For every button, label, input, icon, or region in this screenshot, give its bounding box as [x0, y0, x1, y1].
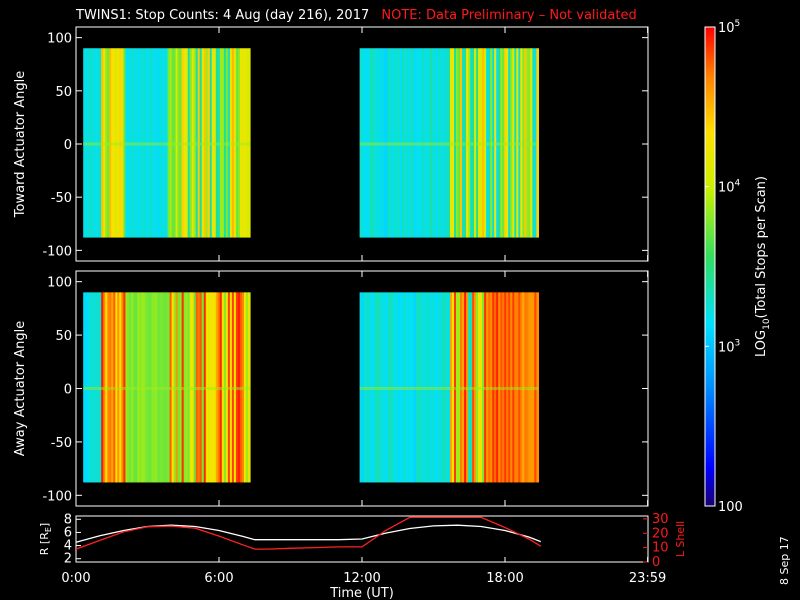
- away-ytick-label: -100: [42, 489, 72, 504]
- colorbar: 100 103 104 105 LOG10(Total Stops per Scan): [704, 19, 772, 515]
- time-axis-label: Time (UT): [329, 586, 394, 600]
- away-actuator-panel: 100 50 0 -50 -100 Away Actuator Angle: [13, 270, 649, 507]
- orbit-left-tick-label: 6: [64, 525, 72, 540]
- orbit-left-tick-label: 8: [64, 512, 72, 527]
- time-tick-label: 6:00: [204, 571, 233, 586]
- toward-ytick-label: -50: [51, 191, 72, 206]
- orbit-right-label: L Shell: [674, 521, 687, 557]
- colorbar-tick-label: 103: [718, 338, 740, 355]
- figure-title: TWINS1: Stop Counts: 4 Aug (day 216), 20…: [76, 8, 370, 23]
- orbit-right-tick-label: 20: [652, 526, 669, 541]
- away-ytick-label: 50: [55, 329, 72, 344]
- away-ylabel: Away Actuator Angle: [13, 321, 28, 456]
- preliminary-note: NOTE: Data Preliminary – Not validated: [381, 8, 637, 23]
- colorbar-tick-label: 100: [718, 500, 743, 515]
- away-zero-band: [83, 387, 250, 390]
- away-ytick-label: -50: [51, 436, 72, 451]
- toward-actuator-panel: 100 50 0 -50 -100 Toward Actuator Angle: [13, 26, 649, 262]
- away-ytick-label: 100: [47, 276, 72, 291]
- plot-date: 8 Sep 17: [778, 536, 791, 585]
- orbit-left-tick-label: 2: [64, 552, 72, 567]
- toward-ytick-label: 0: [64, 138, 72, 153]
- orbit-right-tick-label: 0: [652, 555, 660, 570]
- away-zero-band: [359, 387, 539, 390]
- orbit-right-tick-label: 10: [652, 541, 669, 556]
- lshell-line: [75, 516, 542, 550]
- toward-ytick-label: -100: [42, 244, 72, 259]
- toward-ylabel: Toward Actuator Angle: [13, 71, 28, 218]
- toward-ytick-label: 50: [55, 85, 72, 100]
- toward-zero-band: [83, 142, 250, 146]
- time-tick-label: 23:59: [629, 571, 666, 586]
- time-axis: 0:00 6:00 12:00 18:00 23:59 Time (UT): [61, 571, 666, 600]
- colorbar-label: LOG10(Total Stops per Scan): [754, 176, 772, 357]
- time-tick-label: 12:00: [343, 571, 380, 586]
- toward-ytick-label: 100: [47, 32, 72, 47]
- colorbar-scale: [704, 26, 716, 507]
- colorbar-tick-label: 104: [718, 179, 741, 196]
- away-ytick-label: 0: [64, 383, 72, 398]
- time-tick-label: 18:00: [486, 571, 523, 586]
- time-tick-label: 0:00: [61, 571, 90, 586]
- toward-zero-band: [359, 142, 539, 146]
- orbit-left-tick-label: 4: [64, 539, 72, 554]
- orbit-left-label: R [RE]: [38, 523, 53, 555]
- colorbar-tick-label: 105: [718, 19, 740, 36]
- orbit-right-tick-label: 30: [652, 512, 669, 527]
